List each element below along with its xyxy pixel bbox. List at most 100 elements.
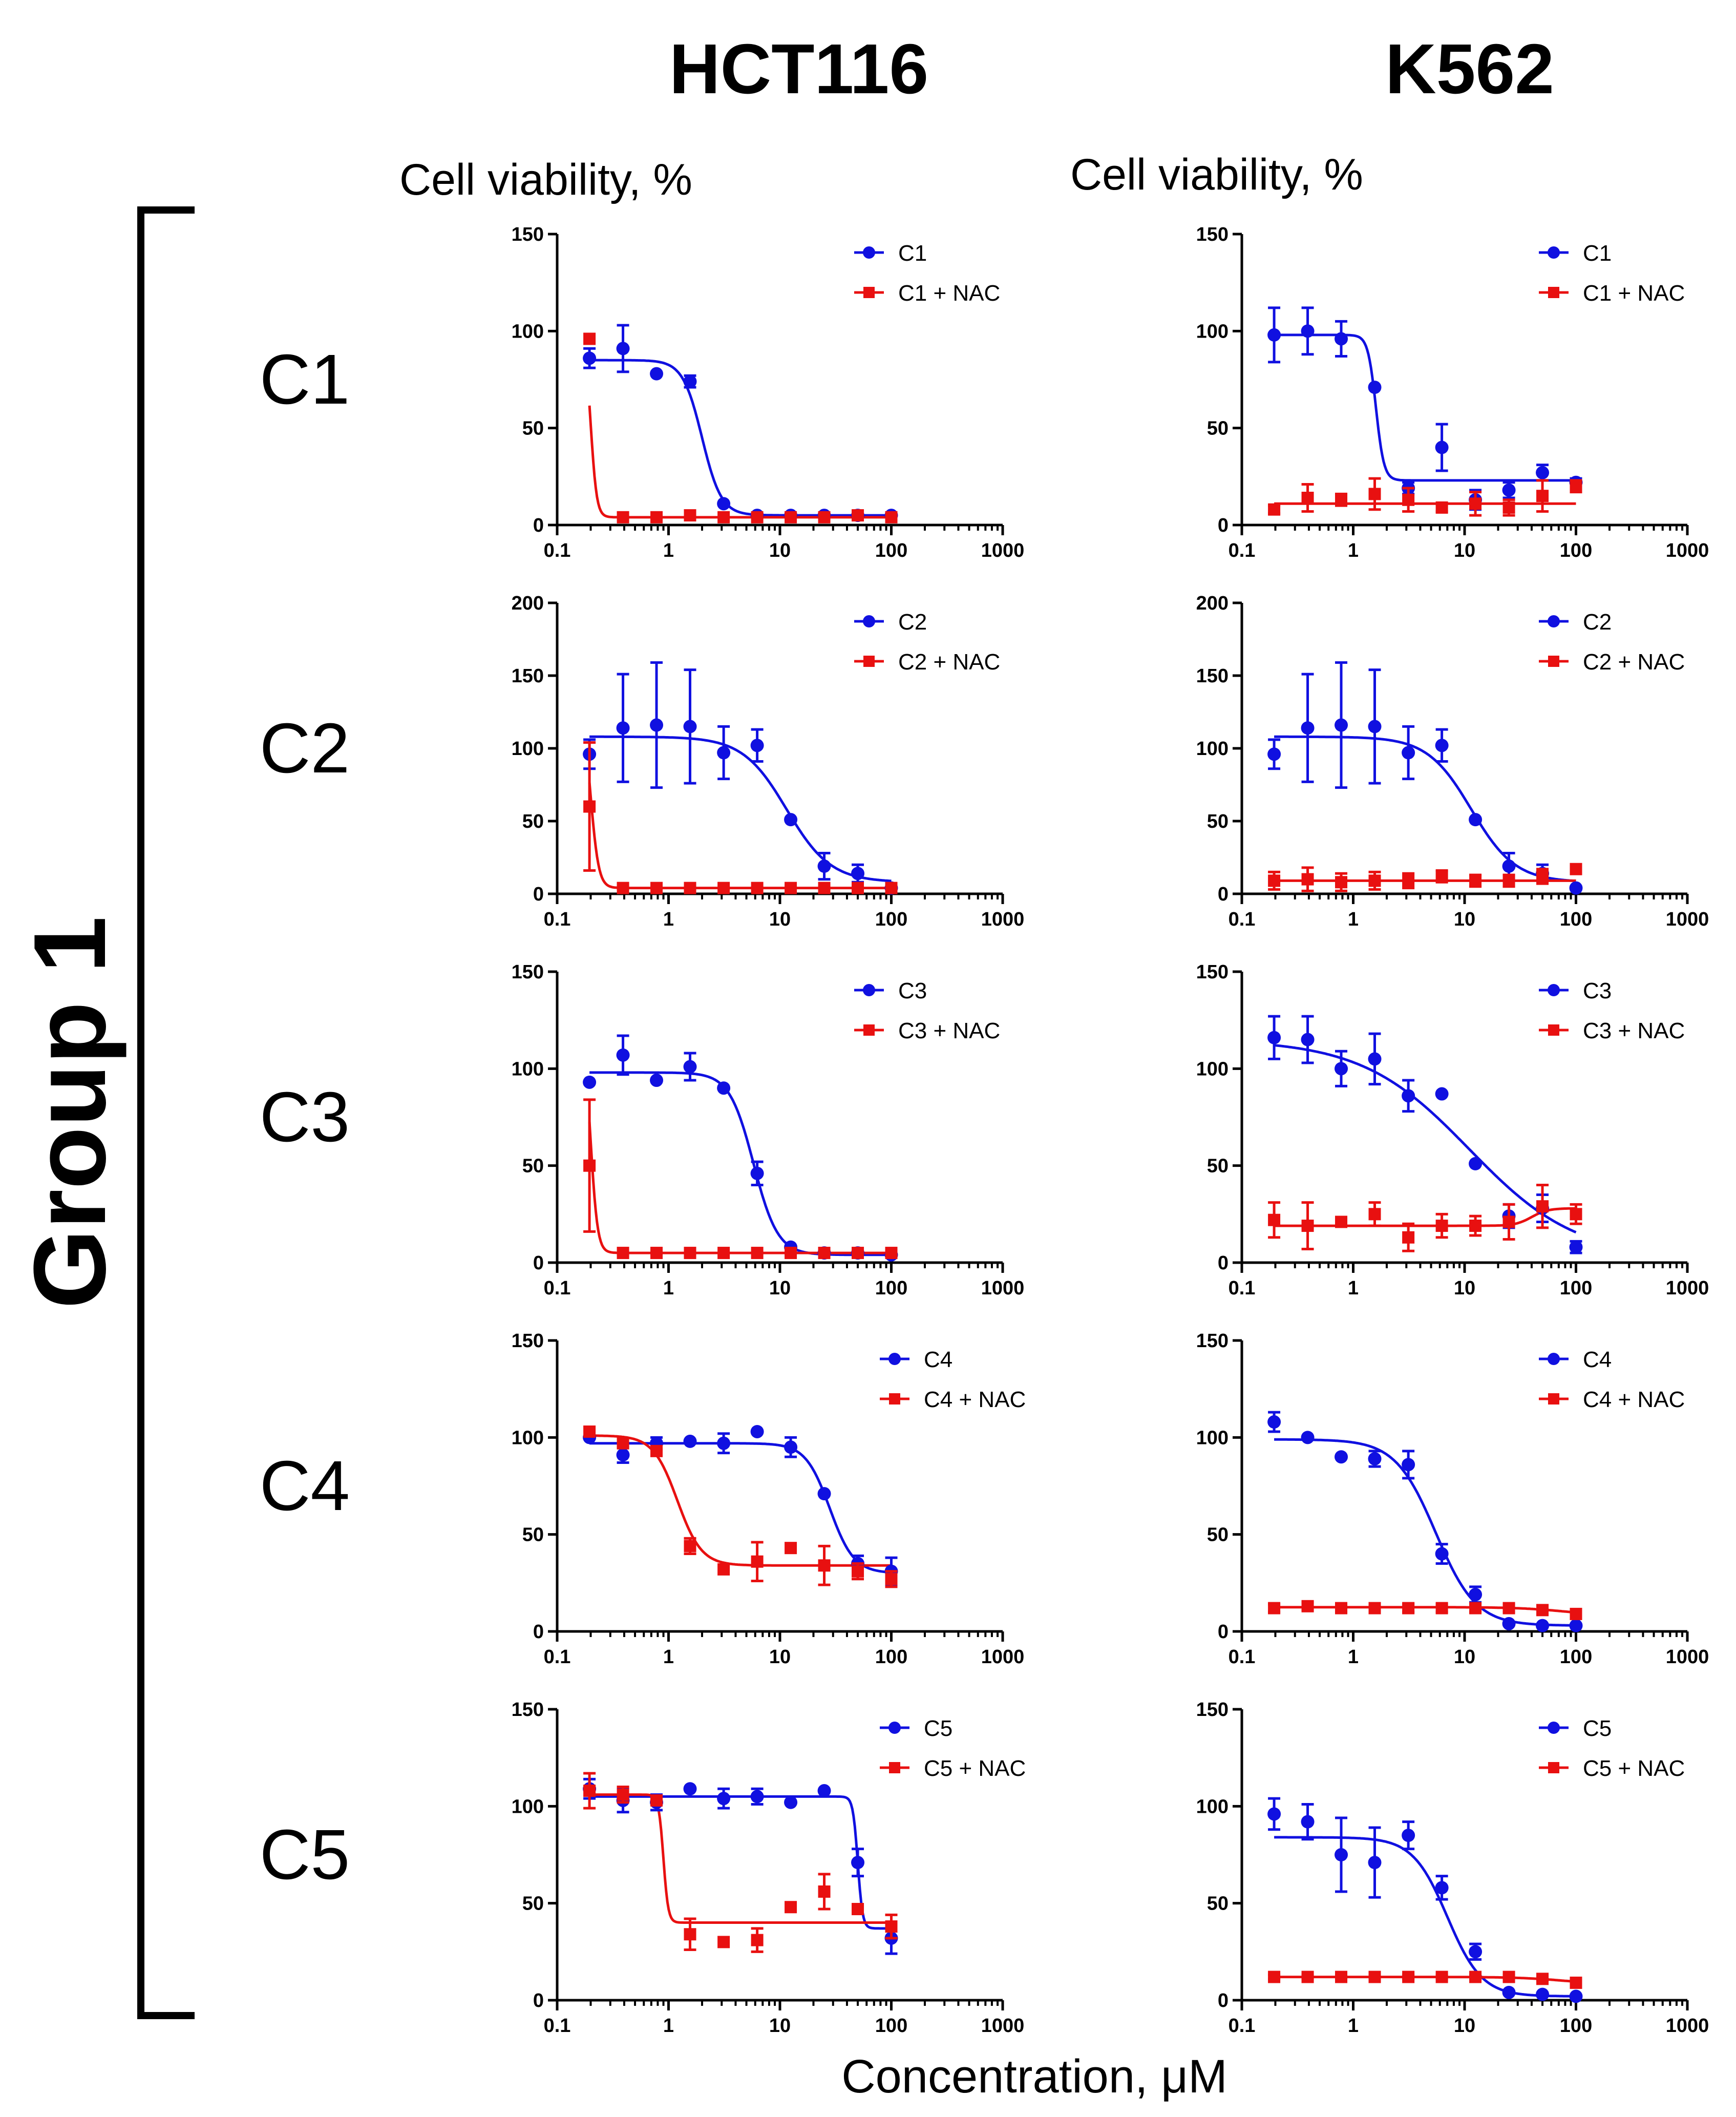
x-tick-label: 10 — [1454, 540, 1475, 561]
data-point-drug — [1267, 747, 1281, 761]
group-label: Group 1 — [13, 916, 127, 1309]
data-point-drug — [650, 1074, 664, 1087]
y-tick-label: 150 — [512, 1699, 544, 1721]
x-tick-label: 100 — [875, 1277, 907, 1299]
legend-marker — [863, 246, 875, 259]
data-point-drug — [1301, 324, 1315, 338]
fit-curve-drug — [589, 1795, 892, 1930]
data-point-drug — [1301, 721, 1315, 735]
legend-label: C4 + NAC — [924, 1387, 1026, 1412]
x-tick-label: 0.1 — [1229, 909, 1256, 930]
data-point-drug — [851, 1856, 865, 1870]
data-point-nac — [684, 1540, 696, 1553]
data-point-nac — [684, 1247, 696, 1260]
data-point-drug — [683, 1060, 697, 1074]
legend-marker — [863, 984, 875, 996]
data-point-nac — [1469, 1602, 1482, 1615]
y-tick-label: 50 — [1207, 811, 1229, 832]
legend-label: C1 — [1583, 241, 1612, 266]
data-point-drug — [616, 342, 630, 355]
data-point-drug — [1469, 813, 1483, 827]
x-tick-label: 0.1 — [544, 1646, 571, 1668]
data-point-nac — [885, 1920, 898, 1933]
data-point-nac — [617, 1437, 629, 1450]
data-point-drug — [1301, 1815, 1315, 1829]
legend-marker — [888, 1722, 901, 1734]
data-point-drug — [1435, 1547, 1449, 1561]
data-point-nac — [818, 882, 831, 894]
x-tick-label: 1000 — [1666, 909, 1709, 930]
legend-label: C1 — [898, 241, 927, 266]
x-tick-label: 10 — [769, 540, 791, 561]
data-point-nac — [1268, 1213, 1281, 1226]
data-point-nac — [617, 882, 629, 894]
data-point-drug — [1335, 1848, 1348, 1861]
data-point-drug — [1536, 466, 1550, 479]
x-tick-label: 1000 — [1666, 2015, 1709, 2037]
legend-marker — [1548, 1722, 1560, 1734]
y-tick-label: 50 — [522, 811, 544, 832]
x-tick-label: 1 — [1348, 1277, 1359, 1299]
data-point-drug — [1368, 1856, 1382, 1870]
data-point-nac — [1536, 1973, 1549, 1985]
x-tick-label: 1 — [1348, 1646, 1359, 1668]
data-point-drug — [1267, 1031, 1281, 1044]
data-point-drug — [1569, 1619, 1583, 1632]
data-point-nac — [1301, 1600, 1314, 1612]
data-point-nac — [785, 882, 797, 894]
y-tick-label: 100 — [1196, 1796, 1229, 1817]
data-point-drug — [817, 860, 831, 873]
x-tick-label: 1000 — [981, 540, 1025, 561]
data-point-nac — [1368, 1208, 1381, 1221]
y-tick-label: 50 — [522, 1524, 544, 1546]
x-tick-label: 1000 — [1666, 1277, 1709, 1299]
data-point-drug — [1502, 1617, 1516, 1630]
data-point-nac — [583, 332, 596, 345]
data-point-nac — [1402, 1231, 1415, 1244]
panel-hct116-c5: 0 50 100 150 0.1 1 10 100 1000 C5 C5 + NAC — [512, 1699, 1026, 2037]
data-point-nac — [717, 882, 730, 894]
x-tick-label: 1000 — [1666, 1646, 1709, 1668]
data-point-drug — [750, 739, 764, 752]
legend-label: C1 + NAC — [898, 281, 1000, 306]
panel-k562-c3: 0 50 100 150 0.1 1 10 100 1000 C3 C3 + NAC — [1196, 961, 1709, 1299]
data-point-drug — [1335, 332, 1348, 346]
data-point-nac — [885, 882, 898, 894]
fit-curve-drug — [1274, 333, 1576, 482]
data-point-nac — [583, 800, 596, 813]
y-tick-label: 150 — [512, 665, 544, 687]
data-point-nac — [1435, 501, 1448, 514]
legend-marker — [1548, 1024, 1559, 1036]
data-point-nac — [717, 1936, 730, 1948]
x-tick-label: 1000 — [981, 1277, 1025, 1299]
data-point-drug — [1368, 381, 1382, 394]
fit-curve-drug — [589, 359, 892, 517]
data-point-drug — [1502, 860, 1516, 873]
y-tick-label: 0 — [533, 884, 544, 905]
y-axis-label-k562: Cell viability, % — [1070, 150, 1363, 199]
data-point-drug — [750, 1424, 764, 1438]
data-point-nac — [1301, 1971, 1314, 1983]
y-tick-label: 50 — [1207, 418, 1229, 439]
data-point-drug — [784, 1795, 798, 1809]
x-tick-label: 100 — [1560, 1277, 1592, 1299]
row-label-c2: C2 — [260, 709, 350, 788]
legend-label: C2 — [1583, 610, 1612, 635]
data-point-nac — [751, 1555, 764, 1568]
x-tick-label: 1 — [1348, 2015, 1359, 2037]
panel-hct116-c4: 0 50 100 150 0.1 1 10 100 1000 C4 C4 + NAC — [512, 1330, 1026, 1668]
legend-marker — [863, 615, 875, 627]
legend-label: C3 — [898, 978, 927, 1003]
data-point-nac — [1502, 1971, 1515, 1983]
x-tick-label: 1000 — [981, 909, 1025, 930]
data-point-nac — [1570, 1976, 1582, 1989]
data-point-nac — [785, 1542, 797, 1555]
data-point-drug — [1335, 1062, 1348, 1076]
x-tick-label: 1000 — [981, 2015, 1025, 2037]
x-tick-label: 1 — [663, 1646, 674, 1668]
legend-marker — [863, 1024, 875, 1036]
data-point-nac — [684, 882, 696, 894]
fit-curve-nac — [588, 405, 892, 519]
y-tick-label: 150 — [512, 1330, 544, 1352]
data-point-nac — [1368, 1602, 1381, 1615]
